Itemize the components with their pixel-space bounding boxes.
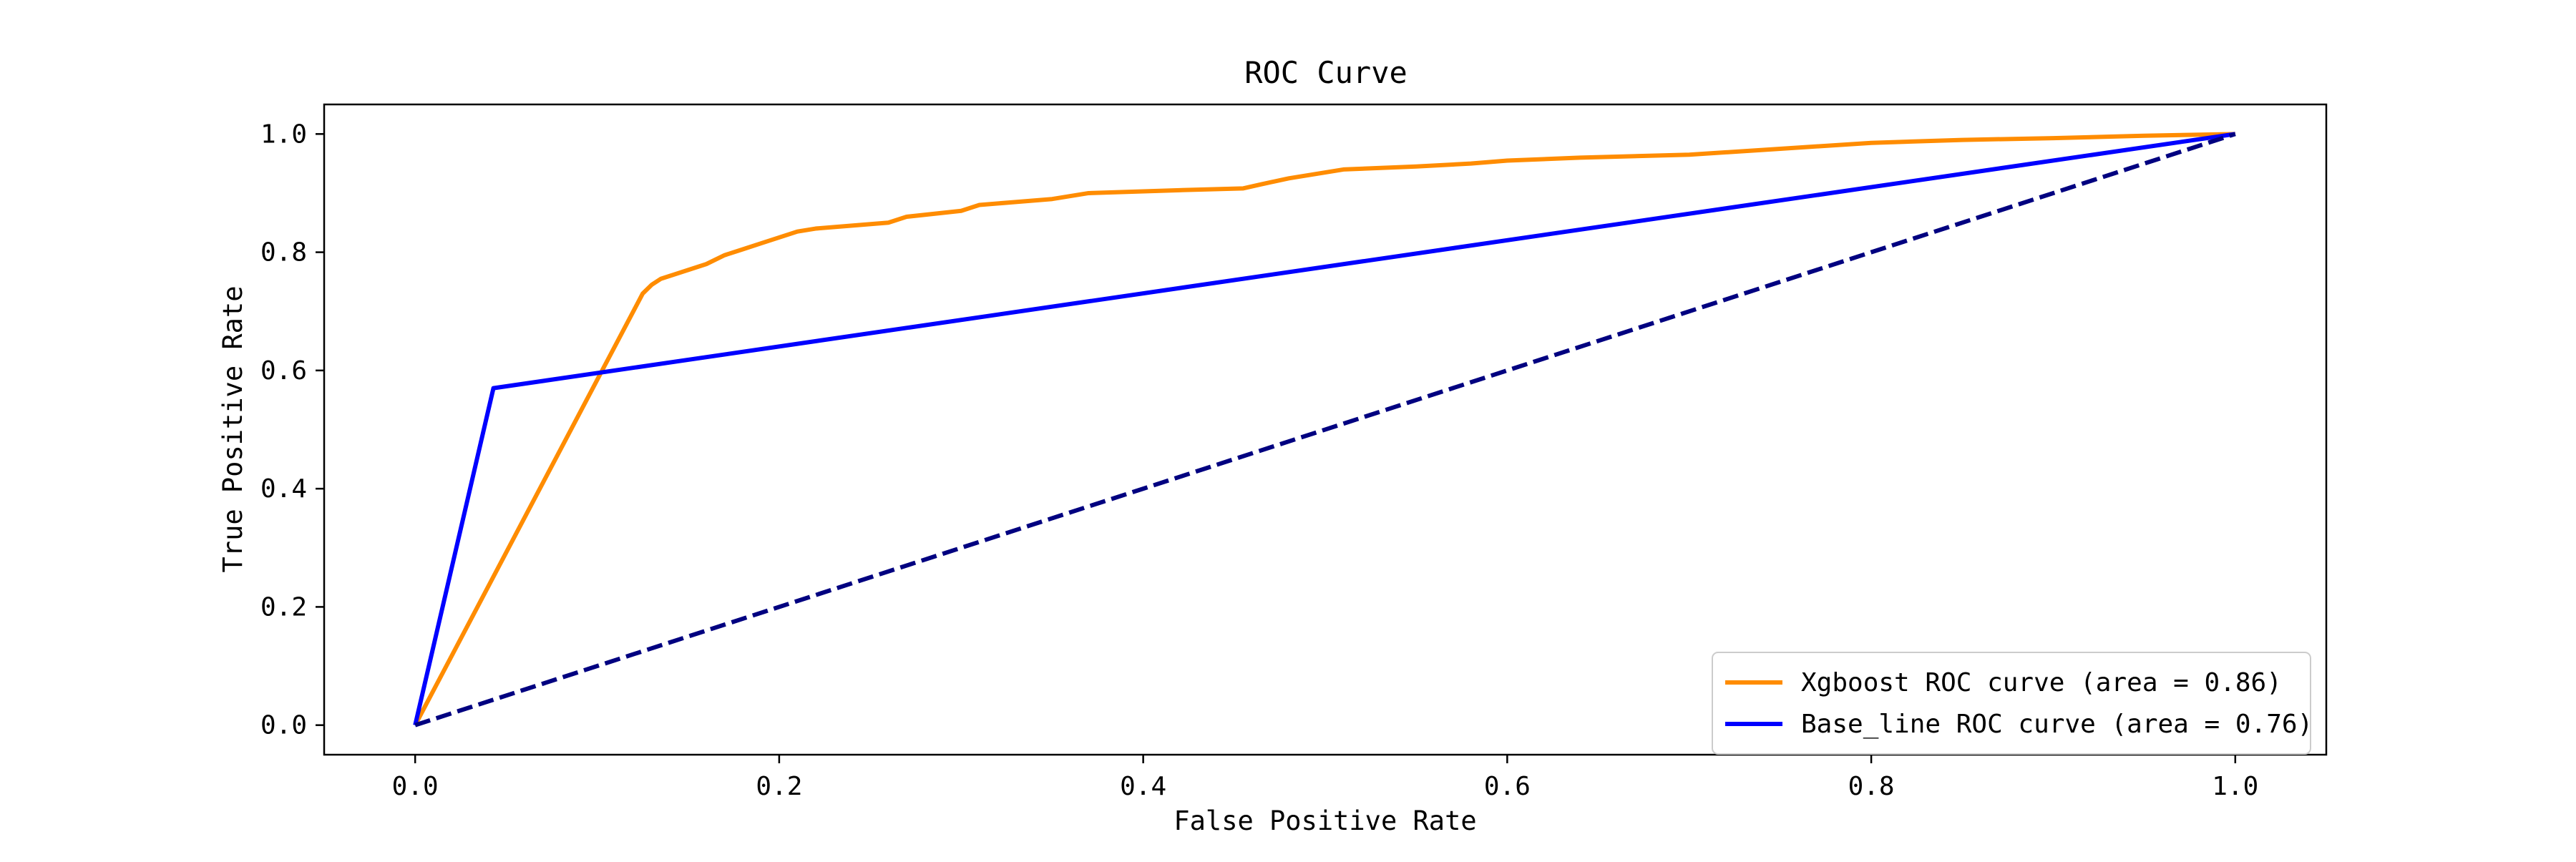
x-tick-label: 0.8 [1848, 772, 1895, 801]
x-tick-label: 0.6 [1484, 772, 1531, 801]
y-axis: 0.0 0.2 0.4 0.6 0.8 1.0 [260, 119, 324, 740]
x-tick-label: 0.0 [392, 772, 439, 801]
x-tick-label: 1.0 [2212, 772, 2258, 801]
legend-label: Xgboost ROC curve (area = 0.86) [1801, 668, 2282, 697]
y-tick-label: 0.6 [260, 356, 307, 386]
chart-title: ROC Curve [1244, 55, 1407, 90]
y-tick-label: 1.0 [260, 119, 307, 149]
y-axis-label: True Positive Rate [218, 286, 248, 573]
y-tick-label: 0.8 [260, 238, 307, 268]
legend: Xgboost ROC curve (area = 0.86) Base_line… [1712, 652, 2313, 755]
plot-frame [323, 103, 2328, 756]
y-tick-label: 0.4 [260, 474, 307, 504]
series-line-2 [414, 132, 2236, 728]
x-tick-label: 0.4 [1120, 772, 1166, 801]
series-line-0 [413, 132, 2235, 727]
series-line-1 [413, 132, 2236, 726]
x-axis-label: False Positive Rate [1174, 805, 1476, 836]
legend-box [1712, 652, 2311, 755]
y-tick-label: 0.0 [260, 711, 307, 740]
x-axis: 0.0 0.2 0.4 0.6 0.8 1.0 [392, 755, 2258, 801]
plot-area [413, 132, 2236, 728]
y-tick-label: 0.2 [260, 592, 307, 622]
x-tick-label: 0.2 [756, 772, 802, 801]
legend-label: Base_line ROC curve (area = 0.76) [1801, 710, 2313, 739]
